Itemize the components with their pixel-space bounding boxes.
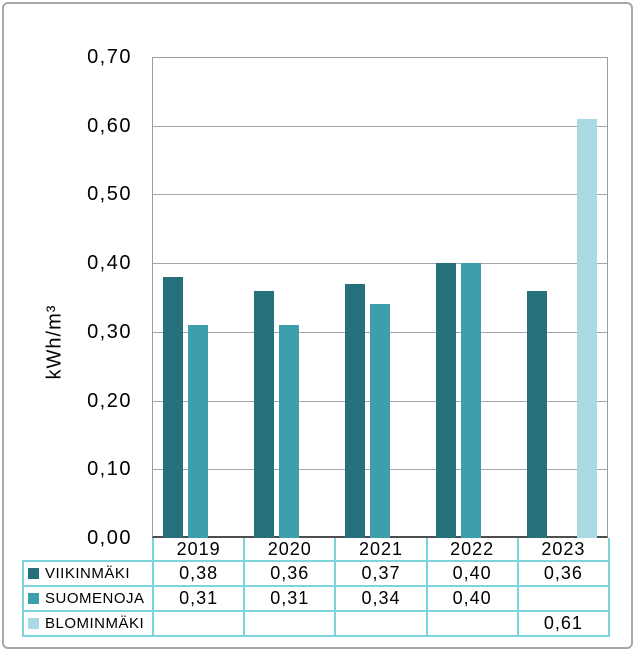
year-cell: 2020 <box>243 538 337 562</box>
gridline <box>153 126 607 127</box>
table-row: SUOMENOJA 0,31 0,31 0,34 0,40 <box>22 585 610 612</box>
y-tick-label: 0,30 <box>87 321 132 343</box>
table-row: BLOMINMÄKI 0,61 <box>22 610 610 637</box>
value-cell <box>151 610 246 637</box>
y-tick-label: 0,00 <box>87 527 132 549</box>
legend-label: BLOMINMÄKI <box>45 615 145 632</box>
value-cell: 0,61 <box>516 610 610 637</box>
bar-blominmäki-2023 <box>577 118 598 538</box>
table-row: VIIKINMÄKI 0,38 0,36 0,37 0,40 0,36 <box>22 560 610 587</box>
value-cell: 0,31 <box>243 585 337 612</box>
value-cell <box>334 610 428 637</box>
year-cell: 2023 <box>516 538 610 562</box>
bar-suomenoja-2021 <box>370 304 390 538</box>
legend-item: VIIKINMÄKI <box>22 560 154 587</box>
gridline <box>153 194 607 195</box>
legend-swatch-icon <box>28 593 39 604</box>
legend-item: BLOMINMÄKI <box>22 610 154 637</box>
legend-swatch-icon <box>28 568 39 579</box>
table-corner-empty <box>23 538 153 561</box>
gridline <box>153 263 607 264</box>
y-tick-label: 0,40 <box>87 252 132 274</box>
bar-viikinmäki-2019 <box>162 276 183 538</box>
bar-viikinmäki-2020 <box>253 290 274 538</box>
year-cell: 2022 <box>425 538 519 562</box>
y-tick-label: 0,60 <box>87 115 132 137</box>
bar-viikinmäki-2023 <box>527 290 548 538</box>
legend-swatch-icon <box>28 618 39 629</box>
year-cell: 2019 <box>151 538 246 562</box>
y-tick-label: 0,20 <box>87 390 132 412</box>
value-cell: 0,40 <box>425 560 519 587</box>
bar-suomenoja-2020 <box>278 324 299 538</box>
value-cell: 0,36 <box>516 560 610 587</box>
value-cell: 0,40 <box>425 585 519 612</box>
value-cell: 0,37 <box>334 560 428 587</box>
y-tick-label: 0,50 <box>87 183 132 205</box>
bar-suomenoja-2019 <box>187 324 208 538</box>
value-cell: 0,36 <box>243 560 337 587</box>
bar-viikinmäki-2022 <box>436 263 457 538</box>
legend-item: SUOMENOJA <box>22 585 154 612</box>
bar-suomenoja-2022 <box>461 263 482 538</box>
y-tick-label: 0,70 <box>87 46 132 68</box>
y-axis-title: kWh/m³ <box>43 304 66 380</box>
value-cell <box>425 610 519 637</box>
value-cell: 0,31 <box>151 585 246 612</box>
data-table: 2019 2020 2021 2022 2023 VIIKINMÄKI 0,38 0,36 0,… <box>22 538 610 637</box>
value-cell: 0,34 <box>334 585 428 612</box>
legend-label: SUOMENOJA <box>45 590 145 607</box>
y-tick-label: 0,10 <box>87 458 132 480</box>
value-cell <box>243 610 337 637</box>
bar-viikinmäki-2021 <box>345 283 365 538</box>
year-cell: 2021 <box>334 538 428 562</box>
value-cell <box>516 585 610 612</box>
legend-label: VIIKINMÄKI <box>45 565 131 582</box>
value-cell: 0,38 <box>151 560 246 587</box>
